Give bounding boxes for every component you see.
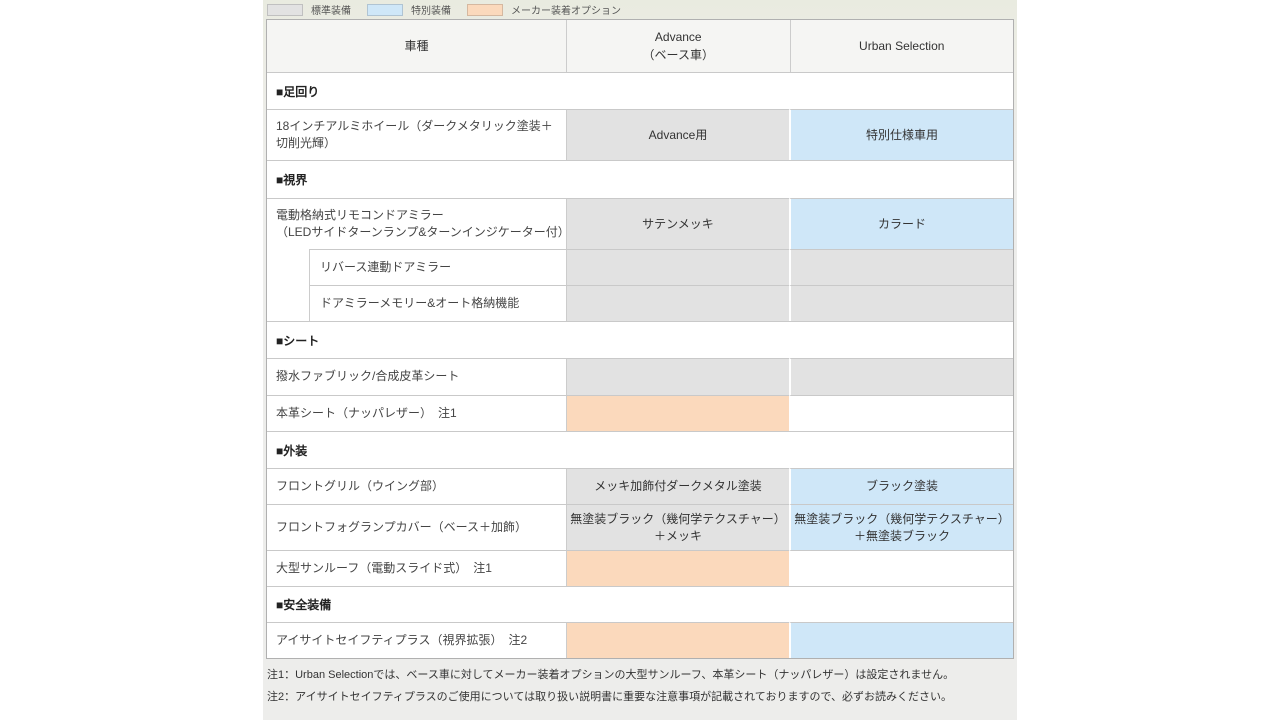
spec-row: リバース連動ドアミラー — [267, 249, 1013, 285]
spec-row: 撥水ファブリック/合成皮革シート — [267, 358, 1013, 395]
equipment-label: アイサイトセイフティプラス（視界拡張） 注2 — [267, 622, 567, 658]
spec-row: フロントフォグランプカバー（ベース＋加飾） 無塗装ブラック（幾何学テクスチャー） … — [267, 504, 1013, 550]
legend-swatch-option — [467, 3, 503, 16]
value-cell-advance — [567, 249, 789, 285]
legend-label: 標準装備 — [311, 6, 351, 17]
table-header-row: 車種 Advance （ベース車） Urban Selection — [267, 20, 1013, 72]
spec-row: 電動格納式リモコンドアミラー （LEDサイドターンランプ&ターンインジケーター付… — [267, 198, 1013, 249]
legend-item-standard: 標準装備 — [267, 2, 351, 17]
value-cell-urban-selection: 無塗装ブラック（幾何学テクスチャー） ＋無塗装ブラック — [789, 504, 1013, 550]
value-cell-urban-selection — [789, 358, 1013, 395]
value-cell-urban-selection — [789, 249, 1013, 285]
value-cell-advance: Advance用 — [567, 109, 789, 160]
footnote-2: 注2：アイサイトセイフティプラスのご使用については取り扱い説明書に重要な注意事項… — [267, 691, 953, 703]
header-vehicle-type: 車種 — [267, 20, 567, 72]
table-body: ■足回り 18インチアルミホイール（ダークメタリック塗装＋切削光輝） Advance… — [267, 72, 1013, 658]
value-cell-urban-selection — [789, 395, 1013, 431]
equipment-label: 本革シート（ナッパレザー） 注1 — [267, 395, 567, 431]
legend-item-special: 特別装備 — [367, 2, 451, 17]
value-cell-advance — [567, 550, 789, 586]
equipment-legend: 標準装備 特別装備 メーカー装着オプション — [267, 2, 637, 17]
section-title: ■視界 — [267, 160, 1013, 198]
section-title: ■安全装備 — [267, 586, 1013, 622]
value-cell-advance — [567, 395, 789, 431]
indent-spacer — [267, 249, 310, 285]
spec-row: 本革シート（ナッパレザー） 注1 — [267, 395, 1013, 431]
content-area: 標準装備 特別装備 メーカー装着オプション 車種 Advance （ベース車） Ur… — [263, 0, 1017, 720]
value-cell-advance — [567, 285, 789, 321]
section-row: ■視界 — [267, 160, 1013, 198]
indent-spacer — [267, 285, 310, 321]
legend-swatch-special — [367, 3, 403, 16]
section-row: ■足回り — [267, 72, 1013, 109]
spec-row: 大型サンルーフ（電動スライド式） 注1 — [267, 550, 1013, 586]
spec-row: 18インチアルミホイール（ダークメタリック塗装＋切削光輝） Advance用 特別仕… — [267, 109, 1013, 160]
equipment-sublabel: ドアミラーメモリー&オート格納機能 — [310, 285, 567, 321]
footnotes: 注1：Urban Selectionでは、ベース車に対してメーカー装着オプション… — [267, 668, 1011, 712]
footnote-1: 注1：Urban Selectionでは、ベース車に対してメーカー装着オプション… — [267, 669, 955, 681]
equipment-label: フロントグリル（ウイング部） — [267, 468, 567, 504]
equipment-spec-table: 車種 Advance （ベース車） Urban Selection ■足回り 18… — [266, 19, 1014, 659]
legend-label: 特別装備 — [411, 6, 451, 17]
value-cell-advance: 無塗装ブラック（幾何学テクスチャー） ＋メッキ — [567, 504, 789, 550]
value-cell-advance: メッキ加飾付ダークメタル塗装 — [567, 468, 789, 504]
spec-row: ドアミラーメモリー&オート格納機能 — [267, 285, 1013, 321]
equipment-label: フロントフォグランプカバー（ベース＋加飾） — [267, 504, 567, 550]
equipment-label: 撥水ファブリック/合成皮革シート — [267, 358, 567, 395]
equipment-label: 大型サンルーフ（電動スライド式） 注1 — [267, 550, 567, 586]
legend-label: メーカー装着オプション — [511, 6, 621, 17]
header-urban-selection: Urban Selection — [859, 39, 945, 53]
section-title: ■外装 — [267, 431, 1013, 468]
value-cell-urban-selection — [789, 622, 1013, 658]
legend-swatch-standard — [267, 3, 303, 16]
value-cell-urban-selection: カラード — [789, 198, 1013, 249]
section-title: ■足回り — [267, 72, 1013, 109]
value-cell-urban-selection — [789, 285, 1013, 321]
value-cell-urban-selection — [789, 550, 1013, 586]
value-cell-advance: サテンメッキ — [567, 198, 789, 249]
equipment-label: 18インチアルミホイール（ダークメタリック塗装＋切削光輝） — [267, 109, 567, 160]
legend-item-option: メーカー装着オプション — [467, 2, 621, 17]
section-row: ■外装 — [267, 431, 1013, 468]
spec-row: アイサイトセイフティプラス（視界拡張） 注2 — [267, 622, 1013, 658]
value-cell-advance — [567, 358, 789, 395]
equipment-sublabel: リバース連動ドアミラー — [310, 249, 567, 285]
value-cell-advance — [567, 622, 789, 658]
value-cell-urban-selection: 特別仕様車用 — [789, 109, 1013, 160]
value-cell-urban-selection: ブラック塗装 — [789, 468, 1013, 504]
equipment-label: 電動格納式リモコンドアミラー （LEDサイドターンランプ&ターンインジケーター付… — [267, 198, 567, 249]
spec-row: フロントグリル（ウイング部） メッキ加飾付ダークメタル塗装 ブラック塗装 — [267, 468, 1013, 504]
section-title: ■シート — [267, 321, 1013, 358]
header-advance-base: Advance （ベース車） — [567, 20, 791, 72]
section-row: ■安全装備 — [267, 586, 1013, 622]
section-row: ■シート — [267, 321, 1013, 358]
